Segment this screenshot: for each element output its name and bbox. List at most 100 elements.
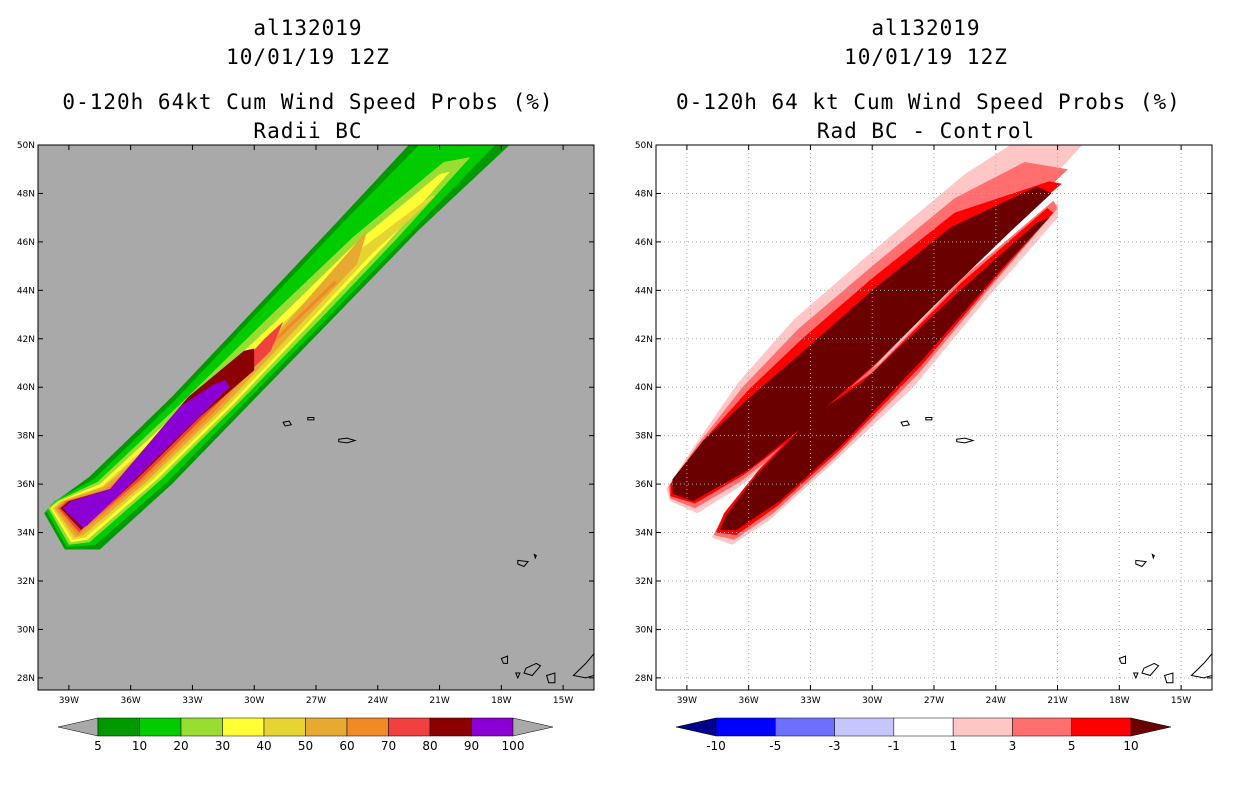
left-colorbar-high-extend xyxy=(512,717,554,737)
left-title-line-4: Radii BC xyxy=(253,119,363,143)
right-colorbar-label: 1 xyxy=(949,739,957,753)
right-ytick-label: 44N xyxy=(635,286,653,296)
right-colorbar-low-extend xyxy=(675,717,717,737)
left-ytick-label: 32N xyxy=(17,577,35,587)
right-title-line-4: Rad BC - Control xyxy=(816,119,1036,143)
right-title-line-3: 0-120h 64 kt Cum Wind Speed Probs (%) xyxy=(676,90,1181,114)
left-colorbar-swatch xyxy=(139,717,182,737)
left-xtick-label: 18W xyxy=(491,696,511,706)
left-ytick-label: 46N xyxy=(17,238,35,248)
right-coast-canaries xyxy=(1118,655,1126,664)
right-colorbar-label: -3 xyxy=(829,739,841,753)
left-ytick-label: 34N xyxy=(17,529,35,539)
right-colorbar-swatch xyxy=(775,717,835,737)
right-xtick-label: 30W xyxy=(862,696,882,706)
left-xtick-label: 33W xyxy=(182,696,202,706)
left-colorbar-low-extend xyxy=(57,717,99,737)
left-coast-azores xyxy=(338,437,357,444)
right-xtick-label: 18W xyxy=(1109,696,1129,706)
right-xtick-label: 39W xyxy=(677,696,697,706)
right-coast-azores xyxy=(925,417,933,421)
right-ytick-label: 46N xyxy=(635,238,653,248)
left-xtick-label: 15W xyxy=(553,696,573,706)
left-title-line-2: 10/01/19 12Z xyxy=(226,45,390,69)
left-colorbar-label: 20 xyxy=(173,739,188,753)
right-coast-canaries xyxy=(1163,672,1174,684)
right-coast-azores xyxy=(900,420,911,427)
right-xtick-label: 15W xyxy=(1171,696,1191,706)
right-xtick-label: 21W xyxy=(1047,696,1067,706)
left-ytick-label: 40N xyxy=(17,383,35,393)
left-coast-canaries xyxy=(500,655,508,664)
right-colorbar-swatch xyxy=(834,717,895,737)
left-ytick-label: 48N xyxy=(17,189,35,199)
left-ytick-label: 42N xyxy=(17,335,35,345)
left-xtick-label: 24W xyxy=(368,696,388,706)
right-ytick-label: 34N xyxy=(635,529,653,539)
right-ytick-label: 48N xyxy=(635,189,653,199)
left-ytick-label: 36N xyxy=(17,480,35,490)
right-contour-10 xyxy=(672,186,1052,502)
right-ytick-label: 28N xyxy=(635,674,653,684)
right-coast-azores xyxy=(956,437,975,444)
left-coast-canaries xyxy=(523,662,542,677)
right-ytick-label: 50N xyxy=(635,141,653,151)
left-title-line-1: al132019 xyxy=(253,16,363,40)
right-xtick-label: 27W xyxy=(924,696,944,706)
left-colorbar-label: 40 xyxy=(256,739,271,753)
left-xtick-label: 39W xyxy=(59,696,79,706)
right-coast-canaries xyxy=(1132,672,1139,680)
left-coast-madeira xyxy=(517,559,530,568)
right-map-panel: 39W 36W 33W 30W 27W 24W 21W 18W 15W 50N 48N 46N 44N 4… xyxy=(635,141,1213,706)
right-contour-10b xyxy=(719,217,1050,531)
left-colorbar-swatch xyxy=(97,717,140,737)
right-xtick-label: 36W xyxy=(738,696,758,706)
right-colorbar-label: -1 xyxy=(888,739,900,753)
left-colorbar-swatch xyxy=(388,717,431,737)
right-colorbar-swatch xyxy=(952,717,1013,737)
left-colorbar-swatch xyxy=(263,717,306,737)
right-colorbar-swatch xyxy=(715,717,776,737)
right-colorbar-label: 10 xyxy=(1123,739,1138,753)
left-colorbar-label: 50 xyxy=(298,739,313,753)
right-ytick-label: 32N xyxy=(635,577,653,587)
right-title-line-1: al132019 xyxy=(871,16,981,40)
left-colorbar-label: 10 xyxy=(132,739,147,753)
right-colorbar-label: -10 xyxy=(706,739,726,753)
right-coast-madeira xyxy=(1151,553,1155,560)
left-ytick-label: 28N xyxy=(17,674,35,684)
left-contour-90 xyxy=(62,380,230,528)
right-colorbar-label: -5 xyxy=(769,739,781,753)
left-colorbar-label: 80 xyxy=(422,739,437,753)
left-ytick-label: 30N xyxy=(17,625,35,635)
left-coast-canaries xyxy=(514,672,521,680)
right-colorbar-swatch xyxy=(1012,717,1072,737)
left-coast-azores xyxy=(282,420,293,427)
left-title-line-3: 0-120h 64kt Cum Wind Speed Probs (%) xyxy=(62,90,554,114)
right-colorbar-high-extend xyxy=(1130,717,1172,737)
left-colorbar-label: 100 xyxy=(502,739,525,753)
left-colorbar-label: 90 xyxy=(464,739,479,753)
right-ytick-label: 38N xyxy=(635,432,653,442)
left-colorbar-swatch xyxy=(346,717,389,737)
left-colorbar-label: 5 xyxy=(94,739,102,753)
left-xtick-label: 30W xyxy=(244,696,264,706)
left-colorbar-label: 60 xyxy=(339,739,354,753)
left-coast-canaries xyxy=(572,652,594,679)
right-xtick-label: 24W xyxy=(986,696,1006,706)
left-coast-canaries xyxy=(545,672,556,684)
left-xtick-label: 36W xyxy=(120,696,140,706)
left-ytick-label: 50N xyxy=(17,141,35,151)
left-xtick-label: 27W xyxy=(306,696,326,706)
right-ytick-label: 40N xyxy=(635,383,653,393)
left-coast-madeira xyxy=(533,553,537,560)
left-colorbar: 5 10 20 30 40 50 60 70 80 90 100 xyxy=(57,717,554,753)
left-colorbar-label: 70 xyxy=(381,739,396,753)
right-colorbar-label: 3 xyxy=(1009,739,1017,753)
left-map-background xyxy=(38,145,594,690)
left-colorbar-swatch xyxy=(429,717,472,737)
left-ytick-label: 38N xyxy=(17,432,35,442)
right-ytick-label: 42N xyxy=(635,335,653,345)
left-ytick-label: 44N xyxy=(17,286,35,296)
